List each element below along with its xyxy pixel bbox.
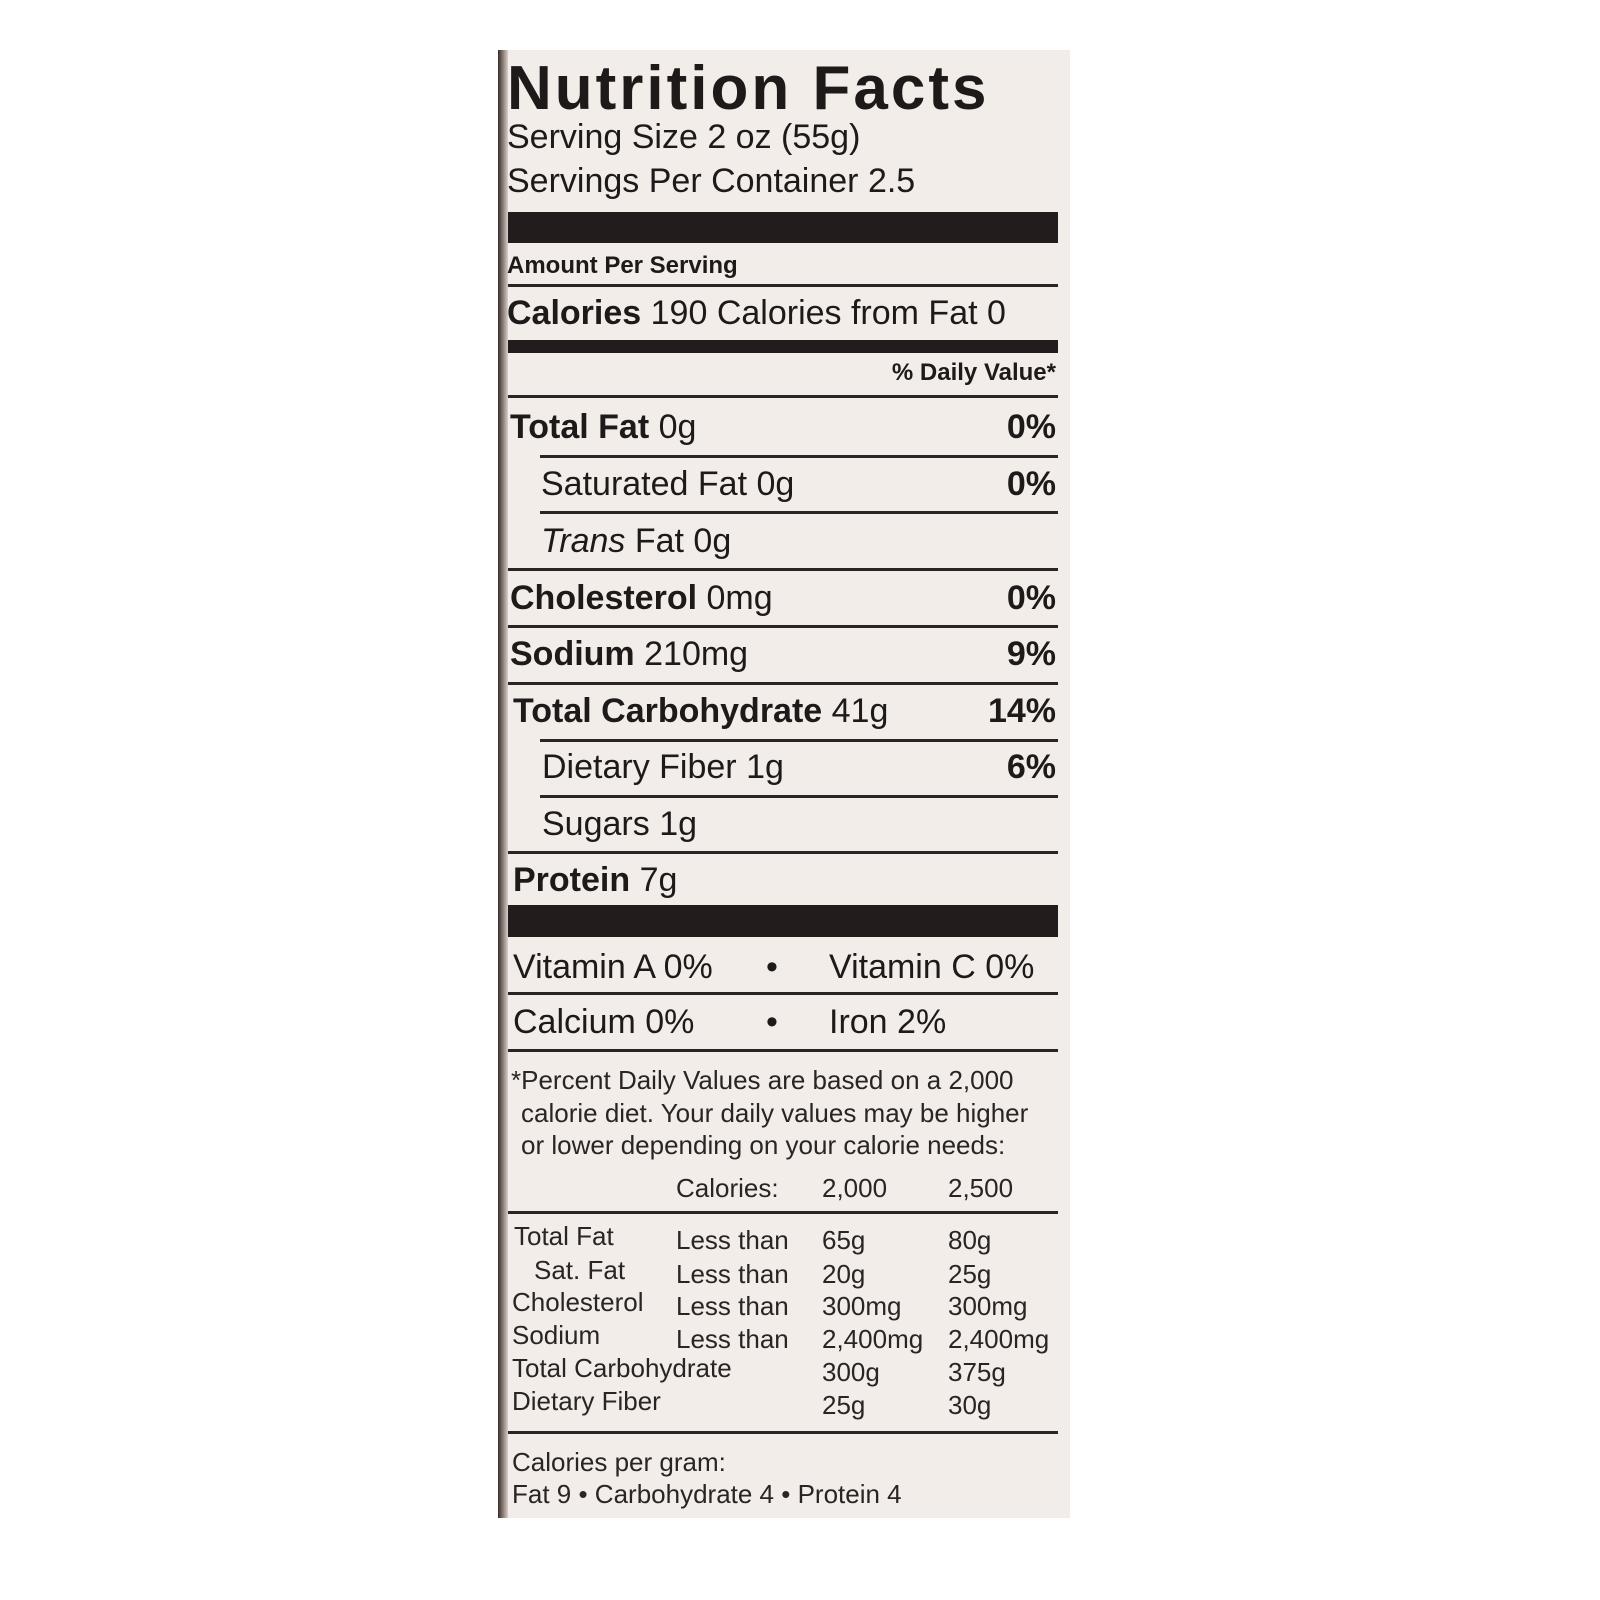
dv-cholesterol: 0% [1006,579,1056,617]
nutrient-amount: 41g [831,692,889,730]
nutrient-amount: 0mg [706,579,773,617]
nutrient-amount: 7g [639,861,678,899]
dv-table-header-label: Calories: [676,1173,779,1203]
package-edge [498,50,508,1518]
medium-divider [508,340,1058,353]
nutrient-label: Sugars [542,805,650,843]
divider [508,625,1058,628]
nutrient-trans-fat: Trans Fat 0g [541,524,731,558]
dv-saturated-fat: 0% [1006,465,1056,503]
dv-table-col1: 2,400mg [822,1324,924,1354]
vitamin-c: Vitamin C 0% [829,948,1035,986]
divider [508,1431,1058,1434]
nutrient-total-fat: Total Fat 0g [510,410,696,444]
calories-row: Calories 190 Calories from Fat 0 [507,296,1006,330]
dv-table-col2: 30g [948,1390,992,1420]
dv-total-carbohydrate: 14% [987,692,1056,730]
dv-table-qualifier: Less than [676,1291,789,1321]
nutrient-amount: 1g [746,748,784,786]
dv-table-col2: 375g [948,1357,1006,1387]
footnote-line: calorie diet. Your daily values may be h… [521,1098,1029,1128]
thick-divider [508,905,1058,937]
nutrient-saturated-fat: Saturated Fat 0g [541,467,794,501]
calories-from-fat: Calories from Fat 0 [716,294,1006,332]
daily-value-header: % Daily Value* [891,359,1056,386]
divider [508,992,1058,995]
nutrient-total-carbohydrate: Total Carbohydrate 41g [513,694,888,728]
dv-table-nutrient: Total Carbohydrate [512,1353,732,1383]
dv-table-nutrient: Sat. Fat [534,1255,626,1285]
dv-table-col1: 300mg [822,1291,902,1321]
divider [508,395,1058,398]
dv-table-col2: 2,400mg [948,1324,1050,1354]
nutrient-label: Protein [513,861,631,899]
dv-table-col1: 25g [822,1390,866,1420]
dv-table-nutrient: Dietary Fiber [512,1386,661,1416]
nutrient-sugars: Sugars 1g [542,807,697,841]
dv-table-qualifier: Less than [676,1324,789,1354]
dv-table-col2: 25g [948,1259,992,1289]
servings-per-container: Servings Per Container 2.5 [507,162,916,200]
nutrition-label [498,50,1070,1518]
iron: Iron 2% [829,1003,947,1041]
thick-divider [508,212,1058,243]
nutrient-cholesterol: Cholesterol 0mg [510,581,773,615]
dv-table-nutrient: Total Fat [514,1221,614,1251]
nutrient-label: Saturated Fat [541,465,748,503]
nutrient-label: Cholesterol [510,579,698,617]
calories-label: Calories [507,294,642,332]
nutrient-label-rest: Fat [634,522,684,560]
dv-table-col2: 300mg [948,1291,1028,1321]
dv-total-fat: 0% [1006,408,1056,446]
dv-table-col1: 20g [822,1259,866,1289]
divider [508,1211,1058,1214]
dv-table-col2: 80g [948,1225,992,1255]
footnote-line: or lower depending on your calorie needs… [521,1130,1006,1160]
dv-sodium: 9% [1006,635,1056,673]
divider [540,795,1058,798]
label-title: Nutrition Facts [507,54,990,123]
nutrient-protein: Protein 7g [513,863,677,897]
footnote-line: *Percent Daily Values are based on a 2,0… [511,1065,1014,1095]
dv-table-nutrient: Sodium [512,1320,601,1350]
divider [508,284,1058,287]
nutrient-label: Trans [541,522,626,560]
divider [508,682,1058,685]
nutrient-label: Dietary Fiber [542,748,737,786]
dv-table-nutrient: Cholesterol [512,1287,644,1317]
divider [540,455,1058,458]
dv-table-header-col2: 2,500 [948,1173,1014,1203]
nutrient-dietary-fiber: Dietary Fiber 1g [542,750,784,784]
divider [508,568,1058,571]
calories-per-gram-label: Calories per gram: [512,1447,726,1477]
nutrient-label: Total Carbohydrate [513,692,823,730]
dv-table-col1: 65g [822,1225,866,1255]
nutrient-sodium: Sodium 210mg [510,637,748,671]
serving-size: Serving Size 2 oz (55g) [507,118,861,156]
bullet: • [766,1003,778,1041]
bullet: • [766,948,778,986]
amount-per-serving: Amount Per Serving [507,252,738,279]
nutrient-amount: 0g [693,522,732,560]
dv-table-header-col1: 2,000 [822,1173,888,1203]
dv-table-qualifier: Less than [676,1259,789,1289]
calcium: Calcium 0% [513,1003,695,1041]
calories-per-gram-values: Fat 9 • Carbohydrate 4 • Protein 4 [512,1479,902,1509]
nutrient-amount: 0g [658,408,697,446]
nutrient-amount: 1g [659,805,698,843]
dv-table-col1: 300g [822,1357,880,1387]
nutrient-label: Total Fat [510,408,650,446]
nutrient-amount: 0g [756,465,795,503]
vitamin-a: Vitamin A 0% [513,948,713,986]
nutrient-label: Sodium [510,635,635,673]
nutrient-amount: 210mg [644,635,749,673]
divider [508,851,1058,854]
calories-value: 190 [650,294,708,332]
divider [540,511,1058,514]
dv-dietary-fiber: 6% [1006,748,1056,786]
dv-table-qualifier: Less than [676,1225,789,1255]
divider [540,739,1058,742]
divider [508,1049,1058,1052]
